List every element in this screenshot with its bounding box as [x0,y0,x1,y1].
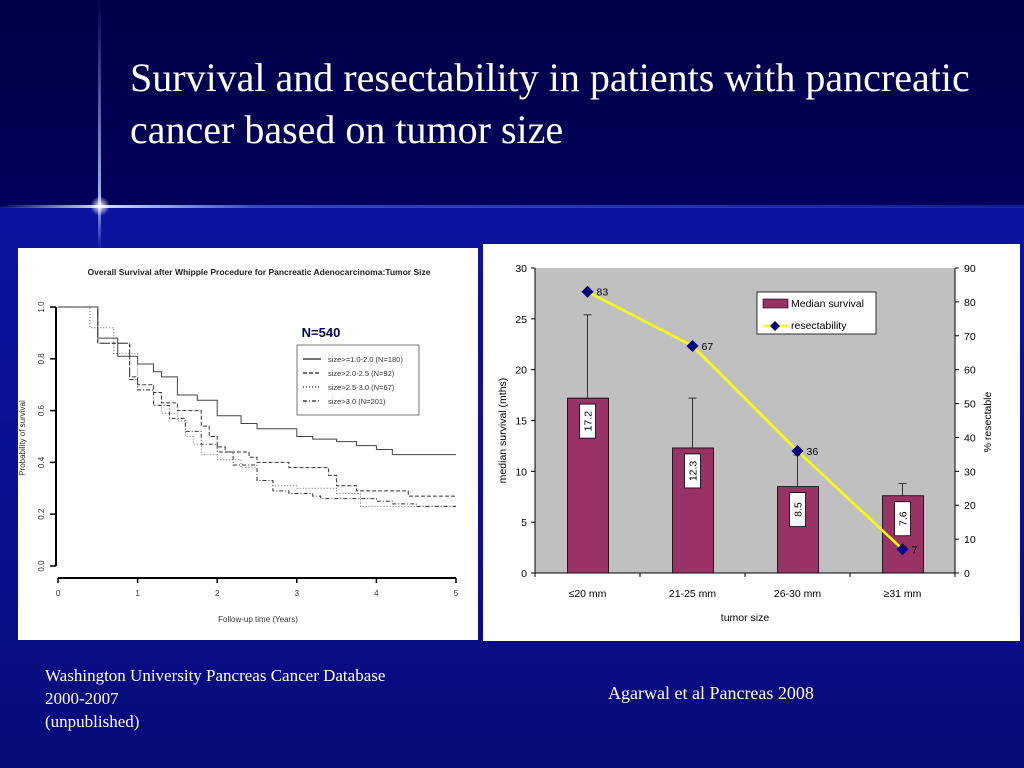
y2-tick-label: 50 [964,399,976,411]
y2-tick-label: 90 [964,263,976,275]
survival-curve-figure: Overall Survival after Whipple Procedure… [18,248,478,640]
sparkle-icon [90,196,110,216]
bar-value-label: 12.3 [688,461,700,482]
legend-label: size>3.0 (N=201) [328,397,386,406]
y2-tick-label: 70 [964,331,976,343]
chart-title: Overall Survival after Whipple Procedure… [88,267,431,277]
y2-tick-label: 0 [964,568,970,580]
y-tick-label: 1.0 [37,301,46,313]
bar-value-label: 8.5 [793,502,805,517]
resectability-marker [581,285,594,298]
x-axis-label: Follow-up time (Years) [218,615,298,624]
bar-line-chart: 0 5 10 15 20 25 30 0 10 20 30 40 50 60 70 80 90 ≤20 mm 21-… [497,263,994,624]
x-tick-label: 3 [295,589,300,598]
x-tick-label: 26-30 mm [774,588,822,600]
resectability-value-label: 36 [807,446,819,458]
x-tick-label: 1 [135,589,140,598]
bar-label-box [789,492,806,527]
y2-tick-label: 10 [964,534,976,546]
resectability-marker [896,543,909,556]
resectability-line [586,290,904,551]
y2-tick-label: 30 [964,466,976,478]
bar-label-box [894,501,911,537]
caption-line: 2000-2007 [45,689,119,708]
legend-label: size>2.5-3.0 (N=67) [328,383,395,392]
y-tick-label: 15 [515,416,527,428]
y2-tick-label: 80 [964,297,976,309]
x-tick-label: ≤20 mm [569,588,607,600]
x-tick-label: ≥31 mm [884,588,922,600]
x-tick-label: 2 [215,589,220,598]
y-tick-label: 0.0 [37,560,46,572]
y-tick-label: 25 [515,314,527,326]
x-tick-label: 21-25 mm [669,588,717,600]
x-axis-label: tumor size [721,612,770,624]
y-tick-label: 5 [521,517,527,529]
survival-curve [58,306,456,497]
legend-label: resectability [791,320,847,332]
resectability-value-label: 7 [912,544,918,556]
n-annotation: N=540 [302,325,341,340]
title-band [0,0,1024,207]
bar-label-box [684,453,701,489]
decorative-vertical-line [98,0,101,250]
y-axis-label: median survival (mths) [497,378,509,484]
bar-value-label: 17.2 [583,411,595,432]
legend-label: size>=1.0-2.0 (N=180) [328,355,403,364]
legend-box [296,344,420,416]
caption-line: (unpublished) [45,712,140,731]
resectability-value-label: 67 [702,341,714,353]
x-tick-label: 4 [374,589,379,598]
legend-label: size>2.0-2.5 (N=92) [328,369,395,378]
y2-tick-label: 20 [964,500,976,512]
caption-line: Washington University Pancreas Cancer Da… [45,666,386,685]
survival-curve [58,306,456,507]
y-tick-label: 20 [515,365,527,377]
survival-resectability-figure: 0 5 10 15 20 25 30 0 10 20 30 40 50 60 70 80 90 ≤20 mm 21-… [483,244,1020,641]
y-tick-label: 0.6 [37,404,46,416]
resectability-value-label: 83 [597,287,609,299]
y2-tick-label: 60 [964,365,976,377]
survival-curve [58,306,456,456]
y-tick-label: 0.4 [37,456,46,468]
y-tick-label: 30 [515,263,527,275]
y2-tick-label: 40 [964,432,976,444]
legend-label: Median survival [791,298,864,310]
km-chart: Overall Survival after Whipple Procedure… [18,267,459,624]
survival-curve [58,306,456,507]
decorative-horizontal-line [0,205,1024,208]
bar-label-box [579,403,596,439]
slide-title: Survival and resectability in patients w… [130,55,970,152]
right-caption: Agarwal et al Pancreas 2008 [608,683,814,703]
bar-value-label: 7.6 [898,511,910,526]
y-tick-label: 10 [515,466,527,478]
x-tick-label: 5 [454,589,459,598]
legend-swatch-bar [762,298,789,309]
x-tick-label: 0 [56,589,61,598]
left-caption: Washington University Pancreas Cancer Da… [45,664,385,733]
y-tick-label: 0.8 [37,353,46,365]
y-tick-label: 0 [521,568,527,580]
legend-swatch-marker [770,321,780,331]
y2-axis-label: % resectable [982,391,994,452]
y-axis-label: Probability of survival [18,400,27,476]
y-tick-label: 0.2 [37,508,46,520]
resectability-marker [791,445,804,457]
resectability-marker [686,339,699,352]
